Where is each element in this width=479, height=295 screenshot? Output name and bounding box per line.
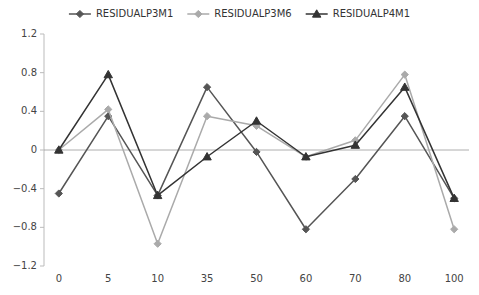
legend-label: RESIDUALP3M6 (214, 8, 291, 19)
data-point (203, 84, 210, 91)
data-point (302, 153, 310, 160)
y-tick (40, 227, 44, 228)
legend-label: RESIDUALP3M1 (96, 8, 173, 19)
series (55, 70, 459, 201)
legend-item: RESIDUALP3M1 (69, 8, 173, 19)
data-point (401, 71, 408, 78)
legend-item: RESIDUALP4M1 (306, 8, 410, 19)
x-axis: 0 5 10 35 50 60 70 80 100 (56, 273, 464, 284)
x-tick-label: 10 (151, 273, 164, 284)
series-line (59, 75, 454, 199)
legend-item: RESIDUALP3M6 (187, 8, 291, 19)
y-tick-label: −0.4 (13, 183, 37, 194)
legend-marker (195, 10, 202, 17)
data-point (105, 106, 112, 113)
data-point (450, 194, 458, 201)
y-tick (40, 34, 44, 35)
x-tick-label: 5 (105, 273, 111, 284)
data-point (302, 226, 309, 233)
data-point (451, 226, 458, 233)
data-point (55, 190, 62, 197)
y-tick (40, 266, 44, 267)
y-tick-label: 0.4 (21, 105, 37, 116)
series-line (59, 87, 454, 229)
x-tick-label: 100 (445, 273, 464, 284)
data-point (352, 175, 359, 182)
x-tick-label: 60 (300, 273, 313, 284)
data-point (203, 113, 210, 120)
series (55, 71, 458, 247)
background (0, 0, 479, 295)
y-tick-label: −1.2 (13, 260, 37, 271)
chart: −1.2 −0.8 −0.4 0 0.4 0.8 1.2 0 5 10 35 50 60 70 80 100 R… (0, 0, 479, 295)
y-tick (40, 150, 44, 151)
series-line (59, 75, 454, 244)
y-tick (40, 111, 44, 112)
legend-marker (312, 10, 320, 17)
data-point (351, 141, 359, 148)
x-tick-label: 80 (398, 273, 411, 284)
x-tick-label: 70 (349, 273, 362, 284)
y-axis: −1.2 −0.8 −0.4 0 0.4 0.8 1.2 (13, 28, 44, 271)
x-tick-label: 35 (201, 273, 214, 284)
y-tick-label: −0.8 (13, 221, 37, 232)
y-tick (40, 188, 44, 189)
plot-area (55, 70, 459, 247)
y-tick (40, 72, 44, 73)
legend: RESIDUALP3M1 RESIDUALP3M6 RESIDUALP4M1 (69, 8, 410, 19)
data-point (451, 195, 458, 202)
legend-label: RESIDUALP4M1 (333, 8, 410, 19)
data-point (104, 70, 112, 77)
data-point (252, 117, 260, 124)
data-point (253, 148, 260, 155)
y-tick-label: 0 (31, 144, 37, 155)
x-tick-label: 0 (56, 273, 62, 284)
data-point (401, 113, 408, 120)
data-point (154, 240, 161, 247)
x-tick-label: 50 (250, 273, 263, 284)
data-point (203, 153, 211, 160)
y-tick-label: 1.2 (21, 28, 37, 39)
data-point (55, 146, 63, 153)
data-point (401, 83, 409, 90)
y-tick-label: 0.8 (21, 67, 37, 78)
legend-marker (76, 10, 83, 17)
data-point (153, 191, 161, 198)
series (55, 84, 458, 233)
